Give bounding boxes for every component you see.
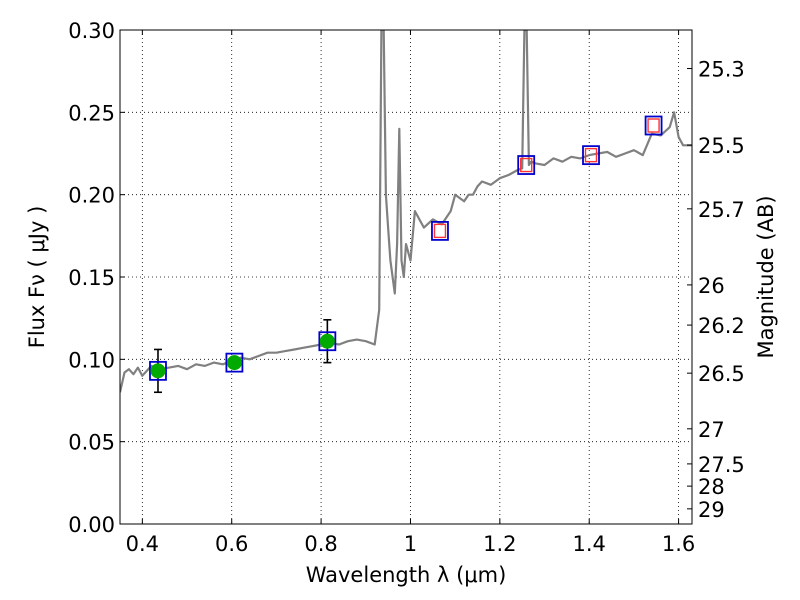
blue-square-marker bbox=[431, 220, 449, 241]
blue-square-marker bbox=[149, 360, 167, 381]
y-tick-label: 0.10 bbox=[68, 348, 115, 372]
y-right-tick-label: 26.5 bbox=[698, 362, 745, 386]
x-tick-label: 1.4 bbox=[573, 532, 606, 556]
green-circle-marker bbox=[150, 363, 166, 379]
y-right-tick-label: 25.5 bbox=[698, 134, 745, 158]
y-right-tick-label: 25.7 bbox=[698, 198, 745, 222]
x-tick-label: 1.2 bbox=[483, 532, 516, 556]
y-right-tick-label: 27 bbox=[698, 418, 725, 442]
green-circle-marker bbox=[319, 333, 335, 349]
y-right-tick-label: 26.2 bbox=[698, 314, 745, 338]
x-tick-label: 0.6 bbox=[215, 532, 248, 556]
x-axis-title: Wavelength λ (μm) bbox=[306, 563, 507, 587]
x-tick-label: 1 bbox=[404, 532, 417, 556]
spectrum-line bbox=[120, 30, 692, 393]
x-tick-label: 0.8 bbox=[304, 532, 337, 556]
y-right-tick-label: 26 bbox=[698, 274, 725, 298]
y-right-tick-label: 29 bbox=[698, 498, 725, 522]
y-right-tick-label: 27.5 bbox=[698, 453, 745, 477]
blue-square-marker bbox=[517, 155, 536, 175]
y-axis-title: Flux Fν ( μJy ) bbox=[25, 206, 49, 349]
x-tick-label: 0.4 bbox=[126, 532, 159, 556]
red-square-marker bbox=[433, 223, 447, 239]
y-axis-right-title: Magnitude (AB) bbox=[754, 195, 778, 358]
y-right-tick-label: 25.3 bbox=[698, 58, 745, 82]
y-tick-label: 0.20 bbox=[68, 184, 115, 208]
y-tick-label: 0.30 bbox=[68, 19, 115, 43]
green-circle-marker bbox=[226, 355, 242, 371]
blue-square-marker bbox=[582, 145, 600, 166]
ticks: 0.4 0.6 0.8 1 1.2 1.4 1.6 0.00 0.05 0.10 0.15 0.20 0… bbox=[68, 19, 745, 556]
red-square-marker bbox=[584, 147, 598, 163]
y-tick-label: 0.05 bbox=[68, 431, 115, 455]
y-tick-label: 0.00 bbox=[68, 513, 115, 537]
red-square-marker bbox=[647, 118, 660, 133]
y-tick-label: 0.25 bbox=[68, 101, 115, 125]
x-tick-label: 1.6 bbox=[662, 532, 695, 556]
blue-square-marker bbox=[318, 331, 337, 352]
data-layer bbox=[120, 30, 692, 394]
blue-square-marker bbox=[644, 115, 663, 136]
y-right-tick-label: 28 bbox=[698, 475, 725, 499]
y-tick-label: 0.15 bbox=[68, 266, 115, 290]
red-square-marker bbox=[520, 157, 533, 173]
plot-background bbox=[120, 30, 692, 524]
blue-square-marker bbox=[225, 352, 244, 373]
